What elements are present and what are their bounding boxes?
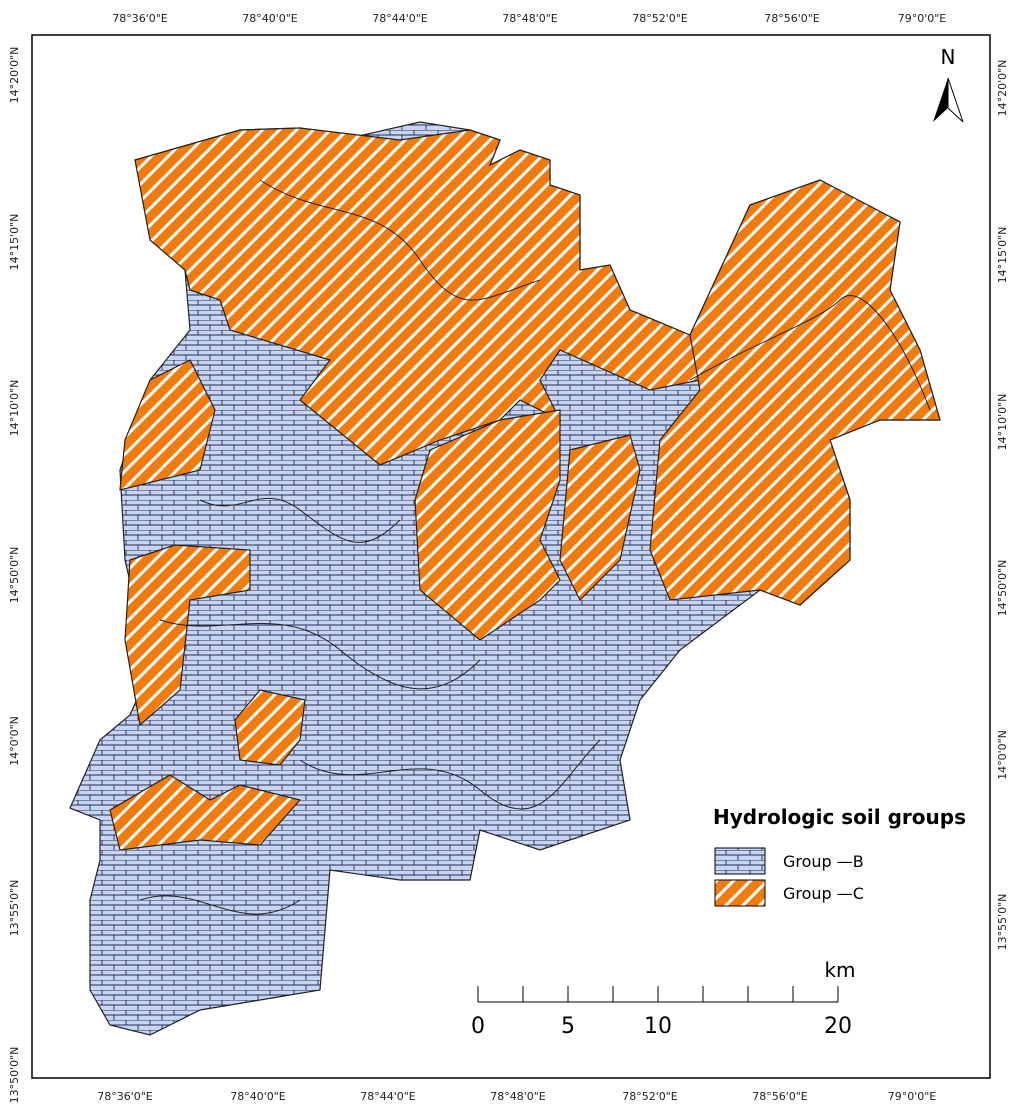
right-coordinate-label: 14°50'0"N [996, 560, 1009, 617]
left-coordinate-label: 14°10'0"N [8, 380, 21, 437]
bottom-coordinate-label: 78°36'0"E [97, 1090, 153, 1103]
bottom-coordinate-label: 78°52'0"E [622, 1090, 678, 1103]
legend-label: Group —B [783, 852, 864, 871]
north-arrow-shape [947, 77, 964, 123]
top-coordinate-label: 78°56'0"E [764, 12, 820, 25]
soil-boundaries [139, 179, 931, 915]
group-c-area [559, 434, 641, 602]
bottom-coordinate-label: 78°56'0"E [752, 1090, 808, 1103]
scale-bar: km 0 5 10 20 [471, 958, 856, 1039]
group-c-area [119, 359, 216, 491]
scale-label: 5 [561, 1014, 575, 1039]
legend-label: Group —C [783, 884, 864, 903]
left-coordinate-label: 13°55'0"N [8, 880, 21, 937]
group-c-area [109, 774, 302, 851]
left-coordinate-label: 14°15'0"N [8, 214, 21, 271]
boundary-line [159, 619, 481, 690]
top-coordinate-label: 78°36'0"E [112, 12, 168, 25]
bottom-coordinate-label: 78°40'0"E [230, 1090, 286, 1103]
top-coordinate-label: 78°48'0"E [502, 12, 558, 25]
legend-swatch [714, 879, 766, 907]
boundary-line [139, 895, 301, 915]
group-c-area [649, 179, 941, 606]
scale-label: 0 [471, 1014, 485, 1039]
river-line [689, 295, 931, 411]
boundary-line [259, 179, 541, 301]
north-arrow-shape [933, 78, 948, 122]
bottom-coordinate-label: 78°48'0"E [490, 1090, 546, 1103]
bottom-coordinate-label: 78°44'0"E [360, 1090, 416, 1103]
left-coordinate-label: 14°0'0"N [8, 716, 21, 766]
boundary-line [299, 739, 601, 810]
right-coordinate-label: 14°0'0"N [996, 730, 1009, 780]
group-c-area [414, 409, 561, 641]
boundary-line [199, 498, 401, 543]
right-coordinate-label: 14°15'0"N [996, 227, 1009, 284]
scale-unit: km [824, 958, 855, 982]
map-frame [31, 34, 991, 1079]
top-coordinate-label: 78°44'0"E [372, 12, 428, 25]
group-c-area [234, 689, 306, 766]
legend-title: Hydrologic soil groups [713, 805, 966, 829]
group-c-areas [109, 127, 941, 851]
bottom-coordinate-label: 79°0'0"E [888, 1090, 937, 1103]
right-coordinate-label: 13°55'0"N [996, 894, 1009, 951]
top-coordinate-label: 78°52'0"E [632, 12, 688, 25]
group-c-area [134, 127, 701, 466]
legend-swatch [714, 847, 766, 875]
north-arrow: N [933, 45, 964, 123]
north-label: N [941, 45, 956, 69]
soil-map [69, 121, 941, 1036]
left-coordinate-label: 13°50'0"N [8, 1047, 21, 1104]
scale-label: 20 [824, 1014, 852, 1039]
right-coordinate-label: 14°10'0"N [996, 394, 1009, 451]
left-coordinate-label: 14°50'0"N [8, 547, 21, 604]
left-coordinate-label: 14°20'0"N [8, 47, 21, 104]
top-coordinate-label: 78°40'0"E [242, 12, 298, 25]
right-coordinate-label: 14°20'0"N [996, 60, 1009, 117]
group-c-area [124, 544, 251, 727]
top-coordinate-label: 79°0'0"E [898, 12, 947, 25]
scale-label: 10 [644, 1014, 672, 1039]
